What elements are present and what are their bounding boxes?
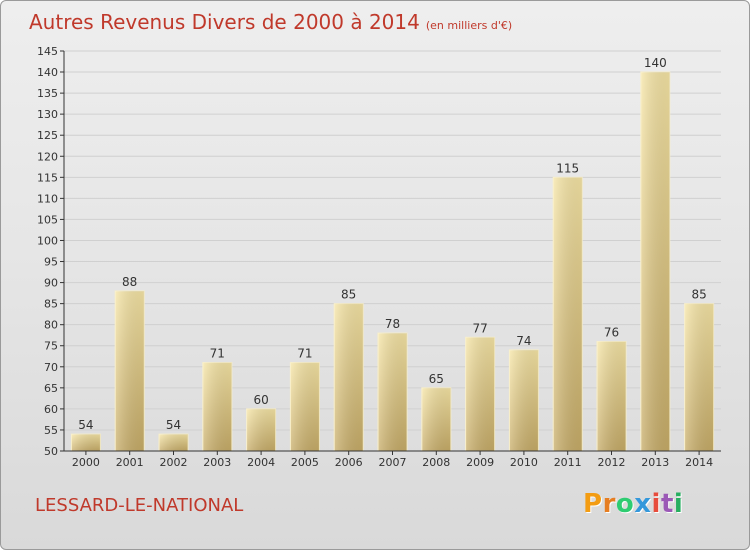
bar-value-label: 54 <box>166 418 181 432</box>
bar-value-label: 74 <box>516 334 531 348</box>
y-tick-label: 115 <box>37 171 58 184</box>
bar-value-label: 140 <box>644 56 667 70</box>
bar-shade <box>159 434 188 451</box>
y-tick-label: 60 <box>44 403 58 416</box>
bar-value-label: 77 <box>472 321 487 335</box>
chart-title-main: Autres Revenus Divers de 2000 à 2014 <box>29 10 420 34</box>
x-tick-label: 2009 <box>466 456 494 469</box>
y-tick-label: 50 <box>44 445 58 458</box>
x-tick-label: 2006 <box>335 456 363 469</box>
y-tick-label: 55 <box>44 424 58 437</box>
bar-shade <box>640 72 670 451</box>
location-name: LESSARD-LE-NATIONAL <box>35 495 244 516</box>
logo-letter: r <box>602 489 616 519</box>
bar-shade <box>465 337 495 451</box>
y-tick-label: 80 <box>44 319 58 332</box>
y-tick-label: 85 <box>44 298 58 311</box>
x-tick-label: 2003 <box>203 456 231 469</box>
y-tick-label: 145 <box>37 45 58 58</box>
bar-shade <box>684 303 714 451</box>
logo-letter: x <box>634 489 652 519</box>
bar-shade <box>115 291 145 451</box>
y-tick-label: 140 <box>37 66 58 79</box>
logo-letter: t <box>660 489 674 519</box>
x-tick-label: 2011 <box>554 456 582 469</box>
y-tick-label: 120 <box>37 150 58 163</box>
logo-letter: i <box>651 489 661 519</box>
y-tick-label: 75 <box>44 340 58 353</box>
x-tick-label: 2013 <box>641 456 669 469</box>
x-tick-label: 2012 <box>598 456 626 469</box>
bar-shade <box>246 408 276 451</box>
bar-shade <box>71 434 101 451</box>
bar-value-label: 85 <box>341 288 356 302</box>
x-tick-label: 2004 <box>247 456 275 469</box>
bar-value-label: 71 <box>210 347 225 361</box>
x-tick-label: 2014 <box>685 456 713 469</box>
bar-value-label: 88 <box>122 275 137 289</box>
y-tick-label: 95 <box>44 256 58 269</box>
bar-shade <box>421 387 451 451</box>
bar-value-label: 115 <box>556 161 579 175</box>
bars: 54 88 54 71 60 71 85 78 65 77 74 115 76 140 85 <box>70 56 715 452</box>
bar-shade <box>509 349 539 451</box>
logo-letter: P <box>583 489 603 519</box>
y-tick-label: 100 <box>37 234 58 247</box>
bar-shade <box>334 303 364 451</box>
x-tick-label: 2008 <box>422 456 450 469</box>
axes: 50 55 60 65 70 75 80 85 90 95 100 105 110 115 120 125 13… <box>37 45 721 469</box>
proxiti-logo[interactable]: Proxiti <box>583 489 683 519</box>
bar-shade <box>597 341 626 451</box>
bar-shade <box>202 362 232 451</box>
x-tick-label: 2010 <box>510 456 538 469</box>
bar-shade <box>290 362 320 451</box>
bar-value-label: 54 <box>78 418 93 432</box>
bar-shade <box>553 177 583 451</box>
bar-value-label: 78 <box>385 317 400 331</box>
chart-title-unit: (en milliers d'€) <box>425 19 513 32</box>
logo-letter: i <box>673 489 684 519</box>
y-tick-label: 105 <box>37 213 58 226</box>
y-tick-label: 70 <box>44 361 58 374</box>
y-tick-label: 130 <box>37 108 58 121</box>
x-tick-label: 2002 <box>160 456 188 469</box>
y-tick-label: 110 <box>37 192 58 205</box>
y-tick-label: 65 <box>44 382 58 395</box>
y-tick-label: 90 <box>44 277 58 290</box>
x-tick-label: 2007 <box>379 456 407 469</box>
x-tick-label: 2001 <box>116 456 144 469</box>
logo-letter: o <box>615 489 635 519</box>
y-tick-label: 125 <box>37 129 58 142</box>
bar-value-label: 60 <box>253 393 268 407</box>
bar-value-label: 76 <box>604 326 619 340</box>
x-tick-label: 2000 <box>72 456 100 469</box>
chart-title: Autres Revenus Divers de 2000 à 2014 (en … <box>29 10 512 34</box>
bar-value-label: 65 <box>429 372 444 386</box>
bar-value-label: 85 <box>691 288 706 302</box>
bar-value-label: 71 <box>297 347 312 361</box>
bar-shade <box>378 333 407 451</box>
x-tick-label: 2005 <box>291 456 319 469</box>
y-tick-label: 135 <box>37 87 58 100</box>
